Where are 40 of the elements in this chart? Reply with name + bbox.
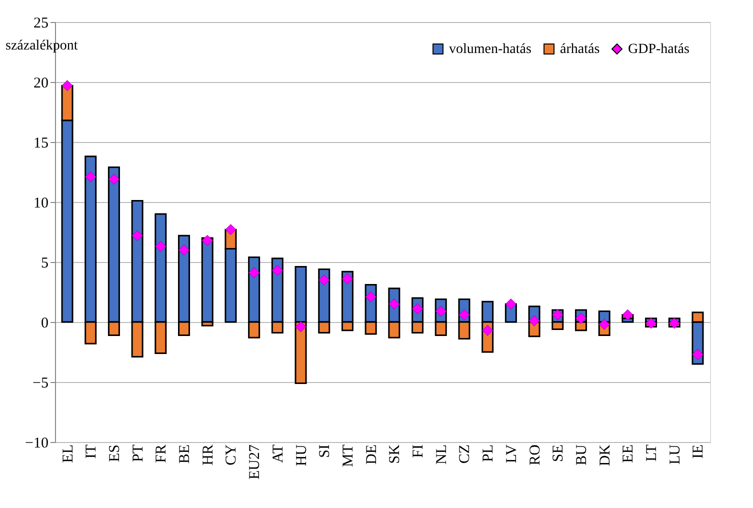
x-tick-label: HU	[294, 444, 310, 466]
x-tick-label: IT	[84, 444, 100, 459]
x-tick-label: PL	[480, 444, 497, 462]
x-tick-label: LU	[667, 444, 684, 464]
x-tick-label: CY	[224, 444, 240, 466]
x-tick-label: FI	[410, 444, 427, 458]
x-tick-label: EE	[620, 444, 637, 463]
x-tick-label: FR	[154, 444, 170, 463]
y-tick-label: 0	[41, 316, 48, 332]
x-tick-label: DE	[364, 444, 380, 464]
x-tick-label: NL	[434, 444, 450, 464]
x-tick-label: CZ	[457, 444, 474, 464]
x-tick-label: RO	[527, 444, 544, 466]
x-tick-label: HR	[200, 444, 216, 466]
x-tick-label: MT	[340, 444, 356, 467]
legend-label: GDP-hatás	[628, 42, 690, 57]
y-tick-label: 5	[41, 256, 48, 272]
y-tick-label: 20	[34, 76, 48, 92]
x-tick-label: LV	[504, 444, 520, 464]
x-tick-label: SK	[387, 444, 404, 464]
y-tick-label: −10	[25, 436, 48, 452]
x-tick-label: DK	[597, 444, 614, 466]
y-tick-label: −5	[32, 376, 48, 392]
y-tick-label: 15	[34, 136, 48, 152]
x-tick-label: EL	[60, 444, 76, 463]
legend-label: volumen-hatás	[449, 42, 532, 57]
legend-label: árhatás	[560, 42, 600, 57]
x-tick-label: SI	[317, 444, 334, 458]
y-tick-label: 25	[34, 16, 48, 32]
x-tick-label: EU27	[247, 444, 264, 480]
x-tick-label: BE	[177, 444, 194, 464]
x-tick-label: BU	[574, 444, 590, 466]
x-tick-label: IE	[690, 444, 707, 459]
y-axis-title: százalékpont	[6, 38, 78, 54]
x-tick-label: SE	[550, 444, 567, 462]
x-tick-label: PT	[130, 444, 146, 462]
x-tick-label: LT	[644, 444, 660, 462]
y-tick-label: 10	[34, 196, 48, 212]
x-tick-label: ES	[106, 444, 123, 462]
x-tick-label: AT	[270, 444, 286, 463]
